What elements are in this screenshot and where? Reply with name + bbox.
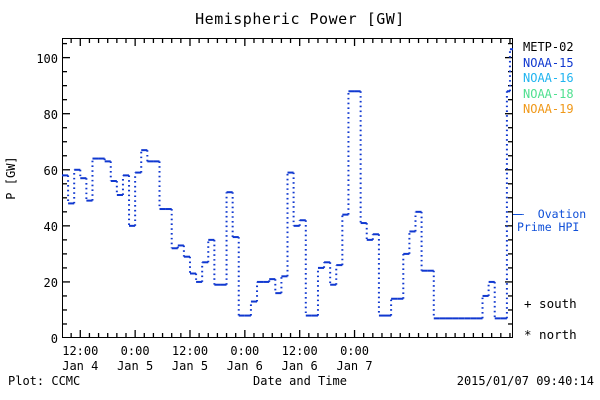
- x-axis-title: Date and Time: [253, 374, 347, 388]
- y-tick-label-40: 40: [43, 219, 58, 234]
- legend-item-noaa-15: NOAA-15: [523, 55, 574, 70]
- y-tick-label-60: 60: [43, 163, 58, 178]
- ovation-prime-hpi-label: — Ovation Prime HPI: [517, 207, 587, 234]
- page-title: Hemispheric Power [GW]: [195, 10, 405, 28]
- y-axis-ticks: [62, 42, 513, 338]
- x-tick-label-5: 0:00 Jan 7: [336, 344, 373, 373]
- x-axis-ticks: [62, 38, 511, 338]
- legend-item-metp-02: METP-02: [523, 40, 574, 54]
- x-tick-label-4: 12:00 Jan 6: [281, 344, 318, 373]
- ovation-line-swatch: [513, 214, 522, 215]
- plot-frame: [62, 38, 513, 338]
- chart-canvas: [62, 38, 513, 338]
- north-symbol-legend: * north: [524, 327, 577, 342]
- x-tick-label-3: 0:00 Jan 6: [226, 344, 263, 373]
- legend-item-noaa-19: NOAA-19: [523, 102, 574, 116]
- data-series-ovation-prime-hpi: [62, 48, 513, 320]
- plot-timestamp: 2015/01/07 09:40:14: [456, 374, 594, 388]
- south-symbol-legend: + south: [524, 296, 577, 311]
- x-tick-label-1: 0:00 Jan 5: [117, 344, 154, 373]
- legend-item-noaa-18: NOAA-18: [523, 86, 574, 101]
- x-tick-label-2: 12:00 Jan 5: [171, 344, 209, 373]
- y-axis-tick-labels: 0 20 40 60 80 100: [14, 0, 58, 400]
- y-tick-label-100: 100: [36, 51, 58, 66]
- legend: METP-02 NOAA-15 NOAA-16 NOAA-18 NOAA-19: [523, 40, 600, 118]
- y-tick-label-0: 0: [50, 332, 58, 346]
- y-tick-label-80: 80: [43, 107, 58, 122]
- plot-source-label: Plot: CCMC: [8, 374, 81, 388]
- x-tick-label-0: 12:00 Jan 4: [62, 344, 99, 373]
- y-tick-label-20: 20: [43, 275, 58, 290]
- legend-item-noaa-16: NOAA-16: [523, 71, 574, 85]
